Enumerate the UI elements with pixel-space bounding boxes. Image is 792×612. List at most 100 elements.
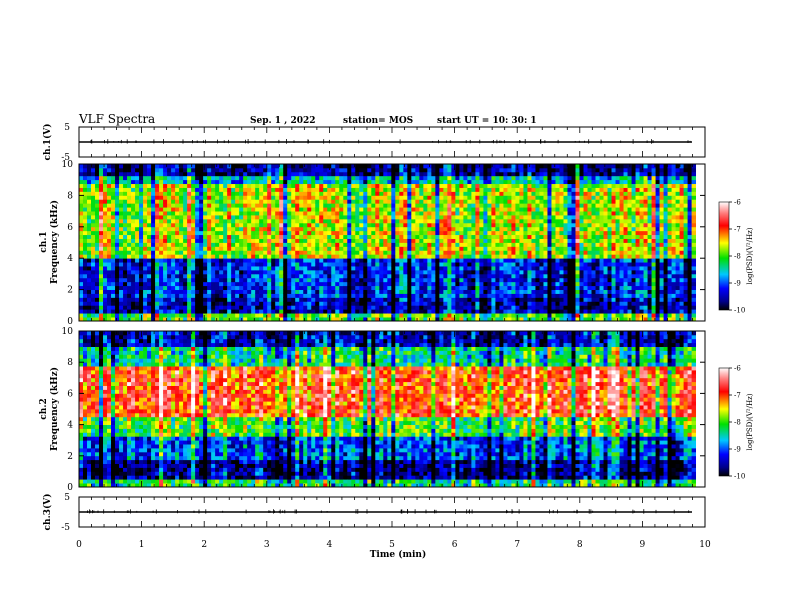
spectrogram-cell — [351, 215, 356, 220]
spectrogram-cell — [135, 246, 140, 251]
spectrogram-cell — [323, 269, 328, 275]
spectrogram-cell — [307, 313, 312, 318]
spectrogram-cell — [243, 175, 248, 181]
spectrogram-cell — [343, 313, 348, 318]
spectrogram-cell — [387, 269, 392, 275]
spectrogram-cell — [179, 313, 184, 318]
spectrogram-cell — [267, 289, 272, 294]
spectrogram-cell — [259, 167, 264, 173]
spectrogram-cell — [227, 246, 232, 251]
spectrogram-cell — [167, 234, 172, 239]
spectrogram-cell — [535, 171, 540, 177]
spectrogram-cell — [127, 297, 132, 302]
spectrogram-cell — [335, 242, 340, 247]
spectrogram-cell — [255, 222, 260, 228]
spectrogram-cell — [167, 250, 172, 255]
spectrogram-cell — [279, 222, 284, 228]
spectrogram-cell — [539, 164, 544, 169]
spectrogram-cell — [175, 301, 180, 306]
spectrogram-cell — [511, 207, 516, 212]
spectrogram-cell — [499, 164, 504, 169]
spectrogram-cell — [339, 187, 344, 192]
spectrogram-cell — [243, 262, 248, 267]
spectrogram-cell — [123, 218, 128, 224]
spectrogram-cell — [243, 250, 248, 255]
spectrogram-cell — [555, 246, 560, 251]
spectrogram-cell — [235, 309, 240, 314]
spectrogram-cell — [263, 289, 268, 294]
spectrogram-cell — [167, 175, 172, 181]
spectrogram-cell — [147, 313, 152, 318]
spectrogram-cell — [479, 269, 484, 275]
spectrogram-cell — [507, 313, 512, 318]
spectrogram-cell — [199, 254, 204, 259]
spectrogram-cell — [263, 238, 268, 243]
spectrogram-cell — [359, 183, 364, 188]
spectrogram-cell — [155, 262, 160, 267]
spectrogram-cell — [403, 250, 408, 255]
spectrogram-cell — [103, 250, 108, 255]
spectrogram-cell — [383, 226, 388, 232]
spectrogram-cell — [347, 297, 352, 302]
spectrogram-cell — [503, 187, 508, 192]
spectrogram-cell — [91, 269, 96, 275]
spectrogram-cell — [215, 234, 220, 239]
spectrogram-cell — [359, 305, 364, 310]
spectrogram-cell — [499, 254, 504, 259]
spectrogram-cell — [379, 167, 384, 173]
spectrogram-cell — [543, 167, 548, 173]
spectrogram-cell — [311, 254, 316, 259]
spectrogram-cell — [279, 171, 284, 177]
spectrogram-cell — [467, 317, 472, 322]
spectrogram-cell — [235, 246, 240, 251]
spectrogram-cell — [131, 207, 136, 212]
spectrogram-cell — [467, 242, 472, 247]
spectrogram-cell — [127, 171, 132, 177]
spectrogram-cell — [211, 238, 216, 243]
spectrogram-cell — [411, 215, 416, 220]
spectrogram-cell — [199, 230, 204, 236]
spectrogram-cell — [111, 203, 116, 208]
spectrogram-cell — [119, 277, 124, 283]
spectrogram-cell — [223, 293, 228, 298]
spectrogram-cell — [483, 195, 488, 200]
spectrogram-cell — [283, 266, 288, 271]
spectrogram-cell — [143, 183, 148, 188]
spectrogram-cell — [307, 226, 312, 232]
spectrogram-cell — [131, 305, 136, 310]
spectrogram-cell — [271, 313, 276, 318]
spectrogram-cell — [299, 262, 304, 267]
spectrogram-cell — [535, 297, 540, 302]
spectrogram-cell — [507, 215, 512, 220]
spectrogram-cell — [327, 195, 332, 200]
spectrogram-cell — [495, 187, 500, 192]
spectrogram-cell — [143, 199, 148, 204]
spectrogram-cell — [531, 215, 536, 220]
spectrogram-cell — [343, 269, 348, 275]
spectrogram-cell — [455, 281, 460, 287]
spectrogram-cell — [479, 175, 484, 181]
spectrogram-cell — [87, 285, 92, 291]
spectrogram-cell — [511, 273, 516, 279]
spectrogram-cell — [99, 277, 104, 283]
spectrogram-cell — [359, 179, 364, 185]
spectrogram-cell — [291, 317, 296, 322]
spectrogram-cell — [551, 238, 556, 243]
spectrogram-cell — [503, 222, 508, 228]
spectrogram-cell — [387, 207, 392, 212]
spectrogram-cell — [175, 297, 180, 302]
spectrogram-cell — [423, 305, 428, 310]
spectrogram-cell — [107, 289, 112, 294]
spectrogram-cell — [115, 313, 120, 318]
spectrogram-cell — [103, 301, 108, 306]
spectrogram-cell — [235, 258, 240, 263]
spectrogram-cell — [511, 293, 516, 298]
spectrogram-cell — [219, 269, 224, 275]
spectrogram-cell — [139, 207, 144, 212]
spectrogram-cell — [111, 254, 116, 259]
spectrogram-cell — [527, 175, 532, 181]
spectrogram-cell — [343, 281, 348, 287]
spectrogram-cell — [171, 238, 176, 243]
spectrogram-cell — [235, 269, 240, 275]
spectrogram-cell — [251, 297, 256, 302]
